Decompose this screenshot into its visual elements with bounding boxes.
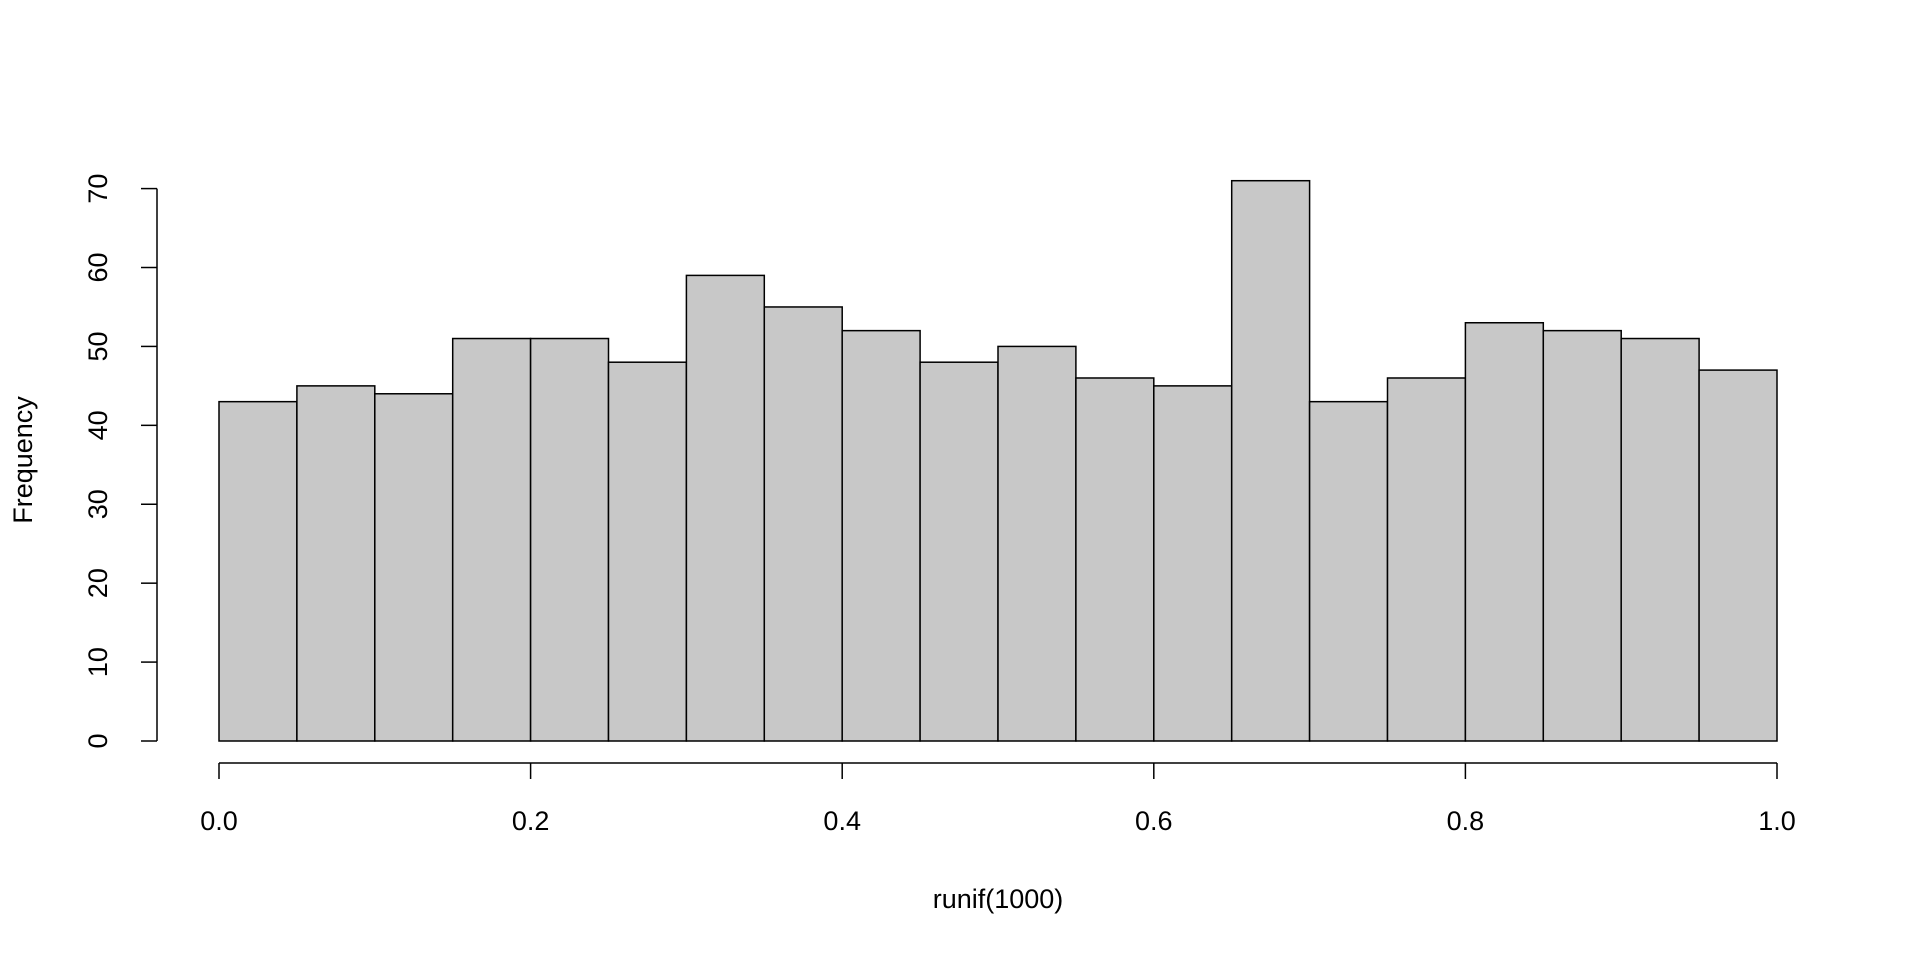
bar — [374, 393, 454, 742]
bar — [1230, 179, 1311, 742]
x-tick-label: 0.2 — [512, 806, 550, 836]
bar — [296, 385, 376, 742]
y-axis-label: Frequency — [8, 396, 38, 524]
y-tick-label: 70 — [83, 174, 113, 204]
y-tick-label: 30 — [83, 489, 113, 519]
bar — [1153, 385, 1233, 742]
bar — [1698, 369, 1778, 742]
bar — [1386, 377, 1467, 742]
y-tick-label: 50 — [83, 331, 113, 361]
bar — [1464, 321, 1545, 742]
y-tick-label: 10 — [83, 647, 113, 677]
y-tick-label: 20 — [83, 568, 113, 598]
y-tick-label: 60 — [83, 252, 113, 282]
x-tick-label: 0.6 — [1135, 806, 1173, 836]
bar — [1542, 329, 1622, 742]
x-axis-label: runif(1000) — [933, 884, 1064, 914]
y-tick-label: 40 — [83, 410, 113, 440]
bar — [997, 345, 1077, 742]
bar — [218, 400, 298, 742]
x-tick-label: 0.0 — [200, 806, 238, 836]
bar — [1308, 400, 1389, 742]
y-tick-label: 0 — [83, 733, 113, 748]
x-tick-label: 1.0 — [1758, 806, 1796, 836]
bar — [1075, 377, 1155, 742]
bar — [529, 337, 610, 742]
bar — [919, 361, 999, 742]
x-tick-label: 0.8 — [1447, 806, 1485, 836]
bar — [841, 329, 921, 742]
bar — [607, 361, 688, 742]
bar — [763, 306, 843, 742]
x-tick-label: 0.4 — [823, 806, 861, 836]
bar — [685, 274, 766, 742]
bar — [451, 337, 532, 742]
bar — [1620, 337, 1700, 742]
